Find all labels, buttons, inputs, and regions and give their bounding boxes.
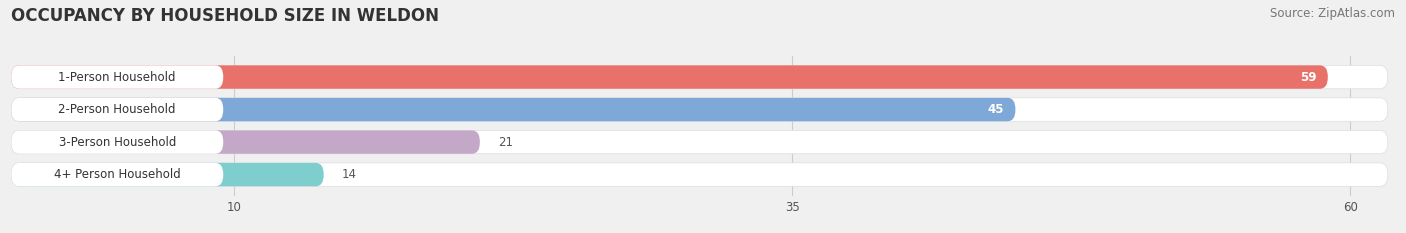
Text: 1-Person Household: 1-Person Household xyxy=(59,71,176,84)
FancyBboxPatch shape xyxy=(11,130,1388,154)
FancyBboxPatch shape xyxy=(11,98,1388,121)
Text: 4+ Person Household: 4+ Person Household xyxy=(53,168,180,181)
FancyBboxPatch shape xyxy=(11,130,479,154)
Text: OCCUPANCY BY HOUSEHOLD SIZE IN WELDON: OCCUPANCY BY HOUSEHOLD SIZE IN WELDON xyxy=(11,7,439,25)
FancyBboxPatch shape xyxy=(11,65,1327,89)
Text: Source: ZipAtlas.com: Source: ZipAtlas.com xyxy=(1270,7,1395,20)
FancyBboxPatch shape xyxy=(11,163,1388,186)
FancyBboxPatch shape xyxy=(11,65,224,89)
Text: 2-Person Household: 2-Person Household xyxy=(59,103,176,116)
FancyBboxPatch shape xyxy=(11,163,224,186)
Text: 14: 14 xyxy=(342,168,357,181)
FancyBboxPatch shape xyxy=(11,65,1388,89)
FancyBboxPatch shape xyxy=(11,98,1015,121)
FancyBboxPatch shape xyxy=(11,163,323,186)
Text: 45: 45 xyxy=(988,103,1004,116)
FancyBboxPatch shape xyxy=(11,98,224,121)
FancyBboxPatch shape xyxy=(11,130,224,154)
Text: 3-Person Household: 3-Person Household xyxy=(59,136,176,149)
Text: 21: 21 xyxy=(498,136,513,149)
Text: 59: 59 xyxy=(1301,71,1316,84)
